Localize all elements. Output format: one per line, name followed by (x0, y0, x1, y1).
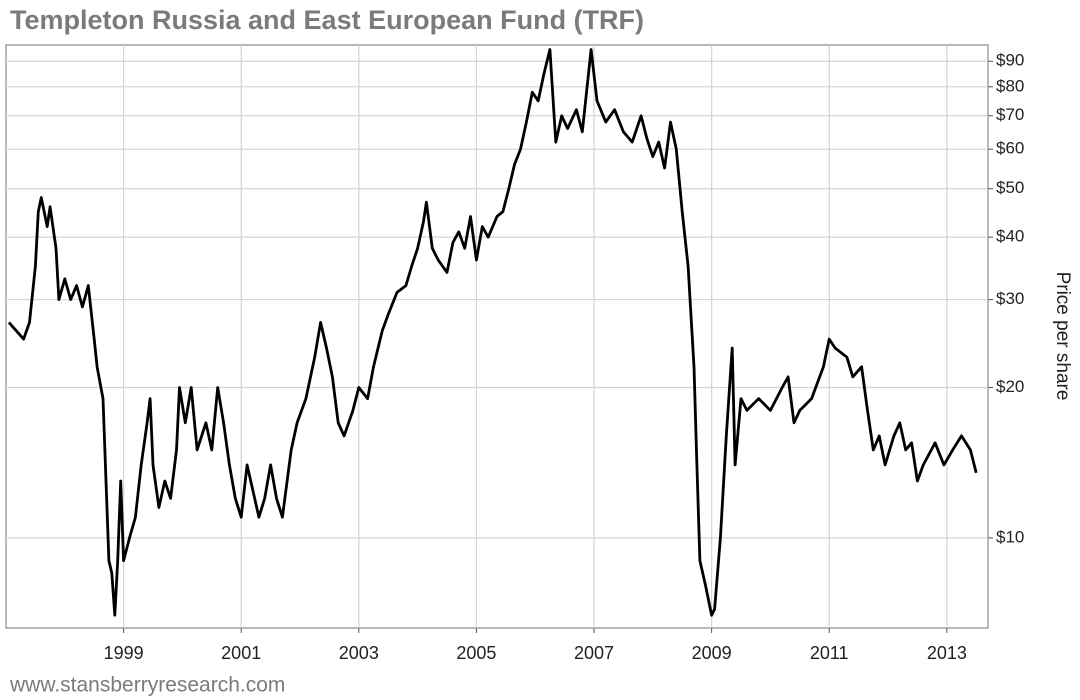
x-tick-label: 2013 (927, 643, 967, 663)
y-tick-label: $80 (996, 76, 1024, 95)
y-tick-label: $60 (996, 139, 1024, 158)
chart-title: Templeton Russia and East European Fund … (10, 5, 644, 35)
y-tick-label: $50 (996, 178, 1024, 197)
x-tick-label: 2007 (574, 643, 614, 663)
source: www.stansberryresearch.com (9, 674, 285, 697)
y-tick-label: $30 (996, 289, 1024, 308)
y-tick-label: $40 (996, 227, 1024, 246)
x-tick-label: 2001 (221, 643, 261, 663)
x-tick-label: 2011 (810, 643, 849, 663)
y-tick-label: $90 (996, 51, 1024, 70)
y-tick-label: $10 (996, 527, 1024, 546)
y-axis-label: Price per share (1052, 272, 1073, 401)
y-tick-label: $70 (996, 105, 1024, 124)
y-tick-label: $20 (996, 377, 1024, 396)
plot-area (5, 44, 989, 629)
x-tick-label: 2009 (692, 643, 732, 663)
x-tick-label: 2003 (339, 643, 379, 663)
x-tick-label: 2005 (456, 643, 496, 663)
price-line (7, 48, 978, 617)
x-tick-label: 1999 (104, 643, 144, 663)
